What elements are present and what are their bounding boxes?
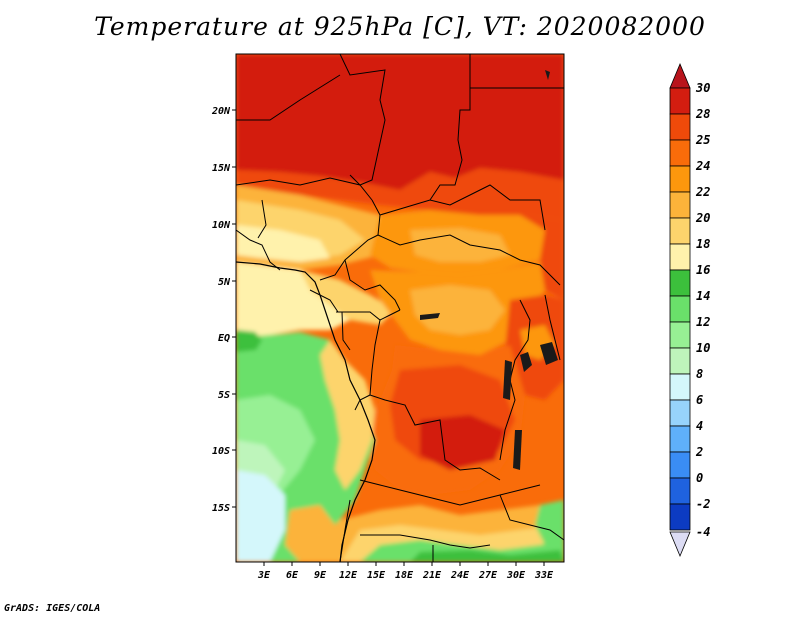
colorbar-box xyxy=(669,217,691,245)
lon-tick: 30E xyxy=(506,562,526,581)
colorbar-label: 14 xyxy=(696,289,710,303)
lon-tick-label: 9E xyxy=(314,570,327,581)
colorbar-label: -2 xyxy=(696,497,710,511)
lon-tick-label: 24E xyxy=(450,570,470,581)
lat-tick: EQ xyxy=(218,333,236,344)
lat-tick-label: 5N xyxy=(218,277,231,288)
colorbar: 30 28 25 24 22 20 18 16 14 12 10 8 6 4 2… xyxy=(669,62,710,558)
lat-tick: 10N xyxy=(212,220,236,231)
colorbar-label: 22 xyxy=(695,185,710,199)
lat-tick-label: 5S xyxy=(218,390,230,401)
colorbar-box xyxy=(669,165,691,193)
colorbar-box xyxy=(669,321,691,349)
colorbar-box xyxy=(669,399,691,427)
colorbar-box xyxy=(669,295,691,323)
colorbar-label: -4 xyxy=(696,525,710,539)
colorbar-box xyxy=(669,139,691,167)
colorbar-label: 28 xyxy=(695,107,710,121)
lon-tick: 3E xyxy=(257,562,271,581)
colorbar-box xyxy=(669,191,691,219)
lat-tick-label: 15S xyxy=(212,503,230,514)
lat-axis: 20N 15N 10N 5N EQ 5S 10S 15S xyxy=(211,106,236,514)
colorbar-label: 12 xyxy=(696,315,710,329)
lon-tick-label: 33E xyxy=(534,570,554,581)
colorbar-box xyxy=(669,269,691,297)
colorbar-label: 16 xyxy=(696,263,710,277)
footer-credit: GrADS: IGES/COLA xyxy=(4,603,101,614)
coastline xyxy=(236,261,376,562)
lon-tick-label: 27E xyxy=(478,570,498,581)
lon-tick: 18E xyxy=(395,562,414,581)
colorbar-box xyxy=(669,347,691,375)
colorbar-box xyxy=(669,87,691,115)
lon-tick-label: 30E xyxy=(506,570,526,581)
lat-tick-label: 10N xyxy=(212,220,231,231)
lon-tick: 21E xyxy=(422,562,442,581)
colorbar-label: 30 xyxy=(695,81,710,95)
lon-tick: 33E xyxy=(534,562,554,581)
lon-tick-label: 6E xyxy=(286,570,299,581)
colorbar-top-arrow xyxy=(669,62,691,89)
colorbar-box xyxy=(669,503,691,531)
lon-tick-label: 21E xyxy=(422,570,442,581)
map-frame xyxy=(235,53,565,563)
colorbar-label: 4 xyxy=(696,419,703,433)
lon-tick-label: 12E xyxy=(339,570,358,581)
lakes xyxy=(420,70,558,470)
lon-tick: 6E xyxy=(286,562,299,581)
lat-tick: 5N xyxy=(218,277,236,288)
colorbar-label: 20 xyxy=(695,211,710,225)
lon-tick: 24E xyxy=(450,562,470,581)
colorbar-labels: 30 28 25 24 22 20 18 16 14 12 10 8 6 4 2… xyxy=(695,81,710,539)
lat-tick: 5S xyxy=(218,390,236,401)
colorbar-bottom-arrow xyxy=(669,531,691,558)
colorbar-box xyxy=(669,113,691,141)
colorbar-label: 0 xyxy=(696,471,703,485)
temperature-field xyxy=(236,54,564,562)
lat-tick: 15N xyxy=(212,163,236,174)
colorbar-label: 8 xyxy=(696,367,703,381)
lon-tick: 9E xyxy=(314,562,327,581)
lon-tick-label: 15E xyxy=(367,570,386,581)
lon-tick-label: 3E xyxy=(257,570,271,581)
lat-tick-label: 15N xyxy=(212,163,231,174)
lon-tick: 12E xyxy=(339,562,358,581)
lon-tick-label: 18E xyxy=(395,570,414,581)
colorbar-box xyxy=(669,243,691,271)
colorbar-label: 18 xyxy=(696,237,710,251)
colorbar-box xyxy=(669,477,691,505)
country-borders xyxy=(236,54,564,562)
colorbar-boxes xyxy=(669,87,691,531)
colorbar-label: 24 xyxy=(695,159,710,173)
colorbar-box xyxy=(669,425,691,453)
lon-axis: 3E 6E 9E 12E 15E 18E 21E 24E 27E 30E 33E xyxy=(257,562,554,581)
colorbar-box xyxy=(669,373,691,401)
map-title: Temperature at 925hPa [C], VT: 202008200… xyxy=(94,12,706,41)
colorbar-label: 6 xyxy=(696,393,703,407)
colorbar-box xyxy=(669,451,691,479)
lat-tick-label: 10S xyxy=(212,446,230,457)
lat-tick: 15S xyxy=(212,503,236,514)
lat-tick: 20N xyxy=(211,106,236,117)
lat-tick: 10S xyxy=(212,446,236,457)
lat-tick-label: 20N xyxy=(211,106,231,117)
colorbar-label: 2 xyxy=(695,445,703,459)
colorbar-label: 10 xyxy=(696,341,710,355)
lon-tick: 15E xyxy=(367,562,386,581)
lat-tick-label: EQ xyxy=(218,333,230,344)
colorbar-label: 25 xyxy=(695,133,710,147)
lon-tick: 27E xyxy=(478,562,498,581)
